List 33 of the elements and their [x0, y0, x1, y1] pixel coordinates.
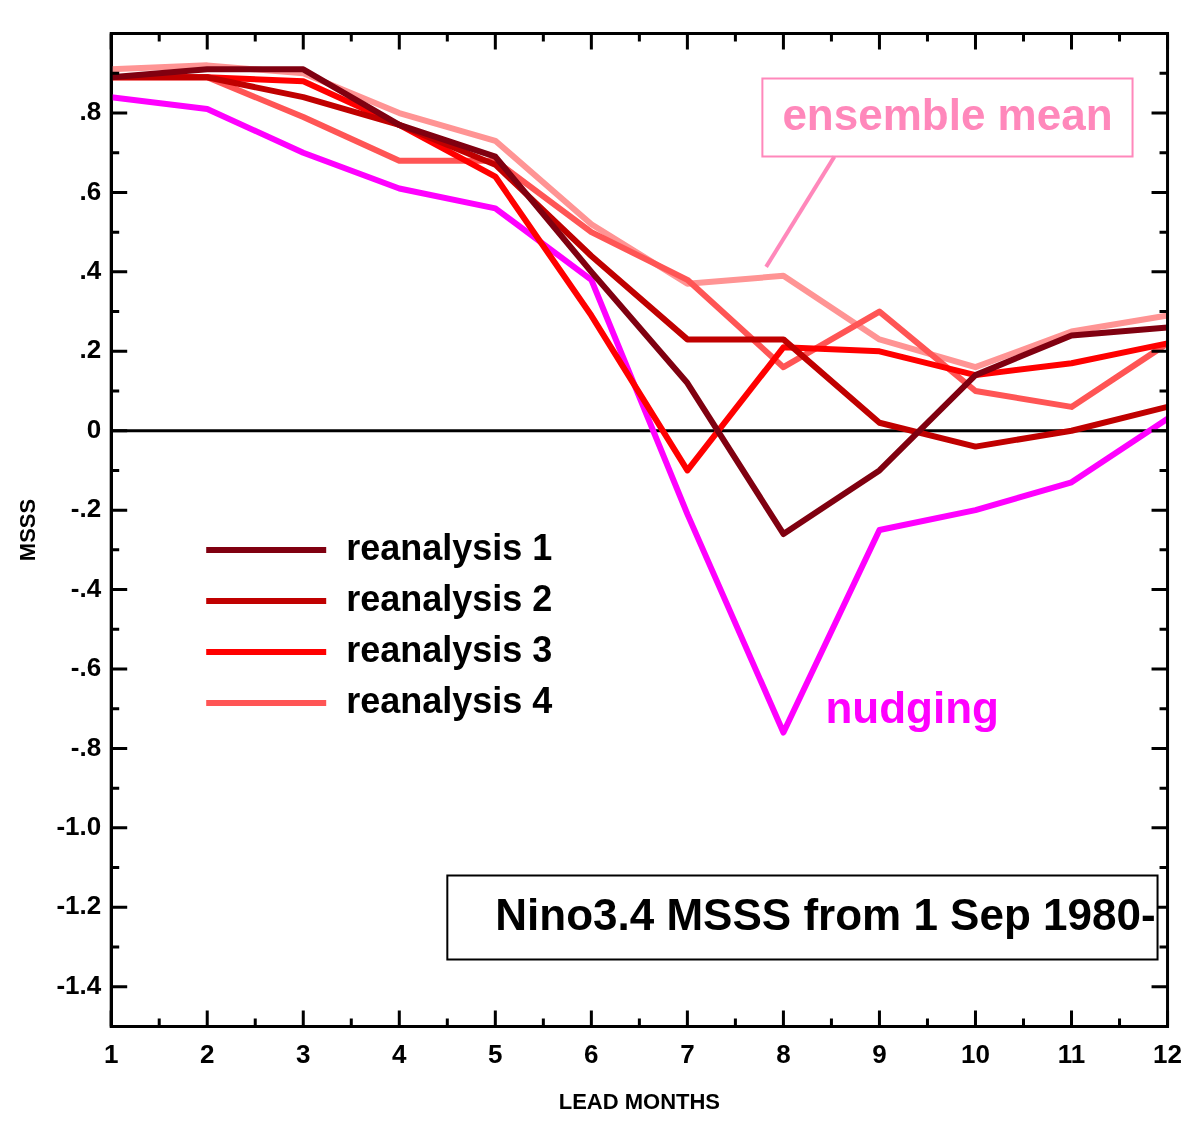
x-tick-label: 10 [961, 1039, 990, 1070]
x-tick-label: 6 [584, 1039, 599, 1070]
x-tick-label: 5 [488, 1039, 503, 1070]
y-tick-label: -1.4 [56, 969, 102, 1000]
x-tick-label: 2 [200, 1039, 215, 1070]
x-tick-label: 11 [1057, 1039, 1086, 1070]
y-tick-label: -.8 [70, 731, 102, 762]
y-tick-label: .4 [79, 255, 102, 286]
x-tick-label: 1 [103, 1039, 119, 1070]
y-tick-label: -.2 [70, 493, 102, 524]
y-tick-label: -.4 [70, 572, 102, 603]
x-tick-label: 9 [872, 1039, 887, 1070]
x-tick-label: 8 [776, 1039, 791, 1070]
text: Nino3.4 MSSS from 1 Sep 1980- [495, 889, 1156, 939]
x-axis-title: LEAD MONTHS [558, 1088, 721, 1114]
x-tick-label: 3 [296, 1039, 311, 1070]
legend-label: reanalysis 1 [346, 526, 553, 568]
annotation: ensemble mean [782, 89, 1113, 139]
y-tick-label: .6 [79, 175, 102, 206]
y-tick-label: -.6 [70, 652, 102, 683]
x-tick-label: 7 [680, 1039, 695, 1070]
legend-label: reanalysis 3 [346, 628, 553, 670]
y-tick-label: -1.2 [56, 890, 102, 921]
y-tick-label: -1.0 [56, 811, 102, 842]
legend-label: reanalysis 4 [346, 679, 553, 721]
y-axis-title: MSSS [15, 498, 41, 562]
x-tick-label: 4 [392, 1039, 408, 1070]
legend-label: reanalysis 2 [346, 577, 553, 619]
y-tick-label: 0 [86, 413, 102, 444]
annotation: nudging [825, 682, 999, 732]
y-tick-label: .2 [79, 334, 102, 365]
x-tick-label: 12 [1153, 1039, 1182, 1070]
y-tick-label: .8 [79, 96, 102, 127]
